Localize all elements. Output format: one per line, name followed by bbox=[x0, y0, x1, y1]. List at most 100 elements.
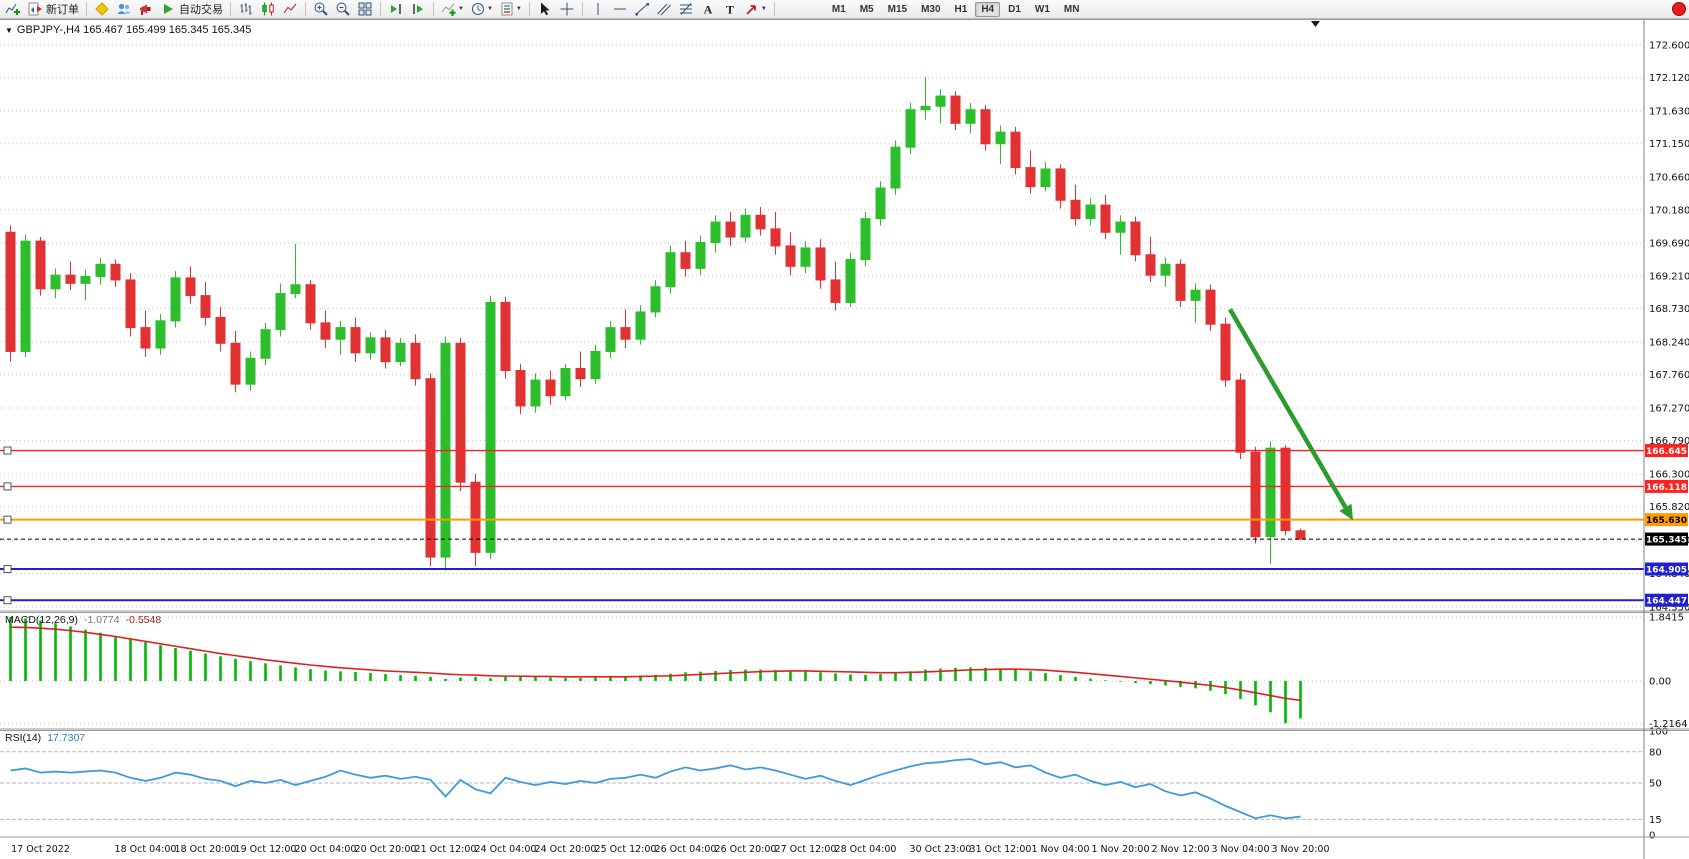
candle-bear bbox=[620, 327, 631, 340]
timeframe-button-H1[interactable]: H1 bbox=[954, 3, 968, 15]
candle-bear bbox=[1205, 289, 1216, 325]
candle-bear bbox=[35, 240, 46, 290]
candle-bull bbox=[1040, 168, 1051, 188]
candle-bear bbox=[1220, 323, 1231, 381]
toolbar: 新订单 自动交易 bbox=[0, 0, 1689, 19]
candle-bull bbox=[695, 241, 706, 269]
candle-bear bbox=[545, 379, 556, 397]
price-grid bbox=[0, 44, 1644, 608]
line-handle bbox=[3, 565, 12, 574]
svg-text:165.630: 165.630 bbox=[1646, 516, 1687, 526]
channel-tool-icon[interactable] bbox=[654, 1, 674, 18]
market-icon[interactable] bbox=[92, 1, 112, 18]
indicators-icon[interactable]: ▼ bbox=[439, 1, 466, 18]
time-label: 20 Oct 20:00 bbox=[355, 844, 417, 855]
rsi-value: 17.7307 bbox=[47, 732, 86, 744]
text-label-tool-icon[interactable]: T bbox=[720, 1, 740, 18]
line-chart-icon[interactable] bbox=[280, 1, 300, 18]
svg-text:172.120: 172.120 bbox=[1649, 73, 1689, 84]
candle-bear bbox=[980, 109, 991, 145]
svg-text:168.240: 168.240 bbox=[1649, 337, 1689, 348]
svg-text:-1.2164: -1.2164 bbox=[1649, 719, 1688, 730]
chart-shift-icon[interactable] bbox=[408, 1, 428, 18]
time-label: 1 Nov 04:00 bbox=[1031, 844, 1089, 855]
periods-icon[interactable]: ▼ bbox=[468, 1, 495, 18]
fibonacci-tool-icon[interactable] bbox=[676, 1, 696, 18]
signals-icon[interactable] bbox=[136, 1, 156, 18]
svg-text:80: 80 bbox=[1649, 747, 1662, 758]
dropdown-caret-icon: ▼ bbox=[515, 6, 522, 12]
candlestick-chart-icon[interactable] bbox=[258, 1, 278, 18]
arrow-head bbox=[1339, 503, 1353, 521]
toolbar-divider bbox=[380, 2, 381, 16]
new-chart-icon[interactable] bbox=[3, 1, 23, 18]
zoom-out-icon[interactable] bbox=[333, 1, 353, 18]
line-handle bbox=[3, 446, 12, 455]
candle-bull bbox=[590, 350, 601, 380]
candle-bear bbox=[350, 327, 361, 354]
bar-chart-icon[interactable] bbox=[236, 1, 256, 18]
candle-bull bbox=[845, 259, 856, 303]
trendline-tool-icon[interactable] bbox=[632, 1, 652, 18]
auto-scroll-icon[interactable] bbox=[386, 1, 406, 18]
autotrading-button[interactable]: 自动交易 bbox=[158, 1, 225, 18]
candle-bull bbox=[20, 240, 31, 352]
arrows-tool-icon[interactable]: ▼ bbox=[742, 1, 769, 18]
svg-text:170.660: 170.660 bbox=[1649, 173, 1689, 184]
candle-bull bbox=[905, 109, 916, 148]
alert-icon[interactable] bbox=[1672, 2, 1686, 16]
timeframe-button-W1[interactable]: W1 bbox=[1034, 3, 1050, 15]
toolbar-divider bbox=[86, 2, 87, 16]
tile-windows-icon[interactable] bbox=[355, 1, 375, 18]
candle-bear bbox=[185, 277, 196, 297]
timeframe-button-M5[interactable]: M5 bbox=[859, 3, 874, 15]
svg-text:164.447: 164.447 bbox=[1646, 597, 1687, 607]
text-tool-icon[interactable]: A bbox=[698, 1, 718, 18]
candle-bull bbox=[170, 277, 181, 322]
time-label: 19 Oct 12:00 bbox=[235, 844, 297, 855]
svg-text:167.760: 167.760 bbox=[1649, 370, 1689, 381]
macd-panel: 1.8415 0.00 -1.2164 bbox=[0, 613, 1688, 730]
candle-bull bbox=[1265, 447, 1276, 538]
candle-bear bbox=[1235, 379, 1246, 453]
zoom-in-icon[interactable] bbox=[311, 1, 331, 18]
svg-text:171.630: 171.630 bbox=[1649, 107, 1689, 118]
line-handle bbox=[3, 482, 12, 491]
trend-arrow[interactable] bbox=[1228, 308, 1353, 521]
cursor-icon[interactable] bbox=[535, 1, 555, 18]
toolbar-divider bbox=[528, 2, 530, 16]
timeframe-button-M1[interactable]: M1 bbox=[831, 3, 846, 15]
price-tag-166.118 bbox=[1645, 479, 1688, 493]
community-icon[interactable] bbox=[114, 1, 134, 18]
candle-bear bbox=[1100, 204, 1111, 233]
time-label: 1 Nov 20:00 bbox=[1091, 844, 1149, 855]
timeframe-button-MN[interactable]: MN bbox=[1063, 3, 1080, 15]
templates-icon[interactable]: ▼ bbox=[497, 1, 524, 18]
candle-bull bbox=[1115, 221, 1126, 233]
timeframe-button-H4[interactable]: H4 bbox=[975, 1, 1001, 17]
new-order-button[interactable]: 新订单 bbox=[25, 1, 81, 18]
candle-bear bbox=[515, 370, 526, 407]
time-label: 2 Nov 12:00 bbox=[1151, 844, 1209, 855]
time-label: 3 Nov 04:00 bbox=[1211, 844, 1269, 855]
timeframe-button-D1[interactable]: D1 bbox=[1008, 3, 1021, 15]
candle-bear bbox=[785, 245, 796, 267]
candle-bear bbox=[1055, 168, 1066, 201]
toolbar-divider bbox=[773, 2, 775, 16]
horizontal-line-tool-icon[interactable] bbox=[610, 1, 630, 18]
svg-text:171.150: 171.150 bbox=[1649, 139, 1689, 150]
time-label: 30 Oct 23:00 bbox=[910, 844, 972, 855]
candle-bear bbox=[455, 342, 466, 483]
timeframe-button-M15[interactable]: M15 bbox=[887, 3, 908, 15]
collapse-triangle-icon[interactable]: ▼ bbox=[5, 26, 13, 35]
timeframe-button-M30[interactable]: M30 bbox=[921, 3, 941, 15]
candle-bull bbox=[1085, 204, 1096, 220]
vertical-line-tool-icon[interactable] bbox=[588, 1, 608, 18]
candle-bear bbox=[1130, 221, 1141, 256]
price-tag-165.630 bbox=[1645, 513, 1688, 527]
crosshair-icon[interactable] bbox=[557, 1, 577, 18]
rsi-title: RSI(14) bbox=[5, 732, 42, 744]
macd-signal-line bbox=[10, 626, 1301, 702]
